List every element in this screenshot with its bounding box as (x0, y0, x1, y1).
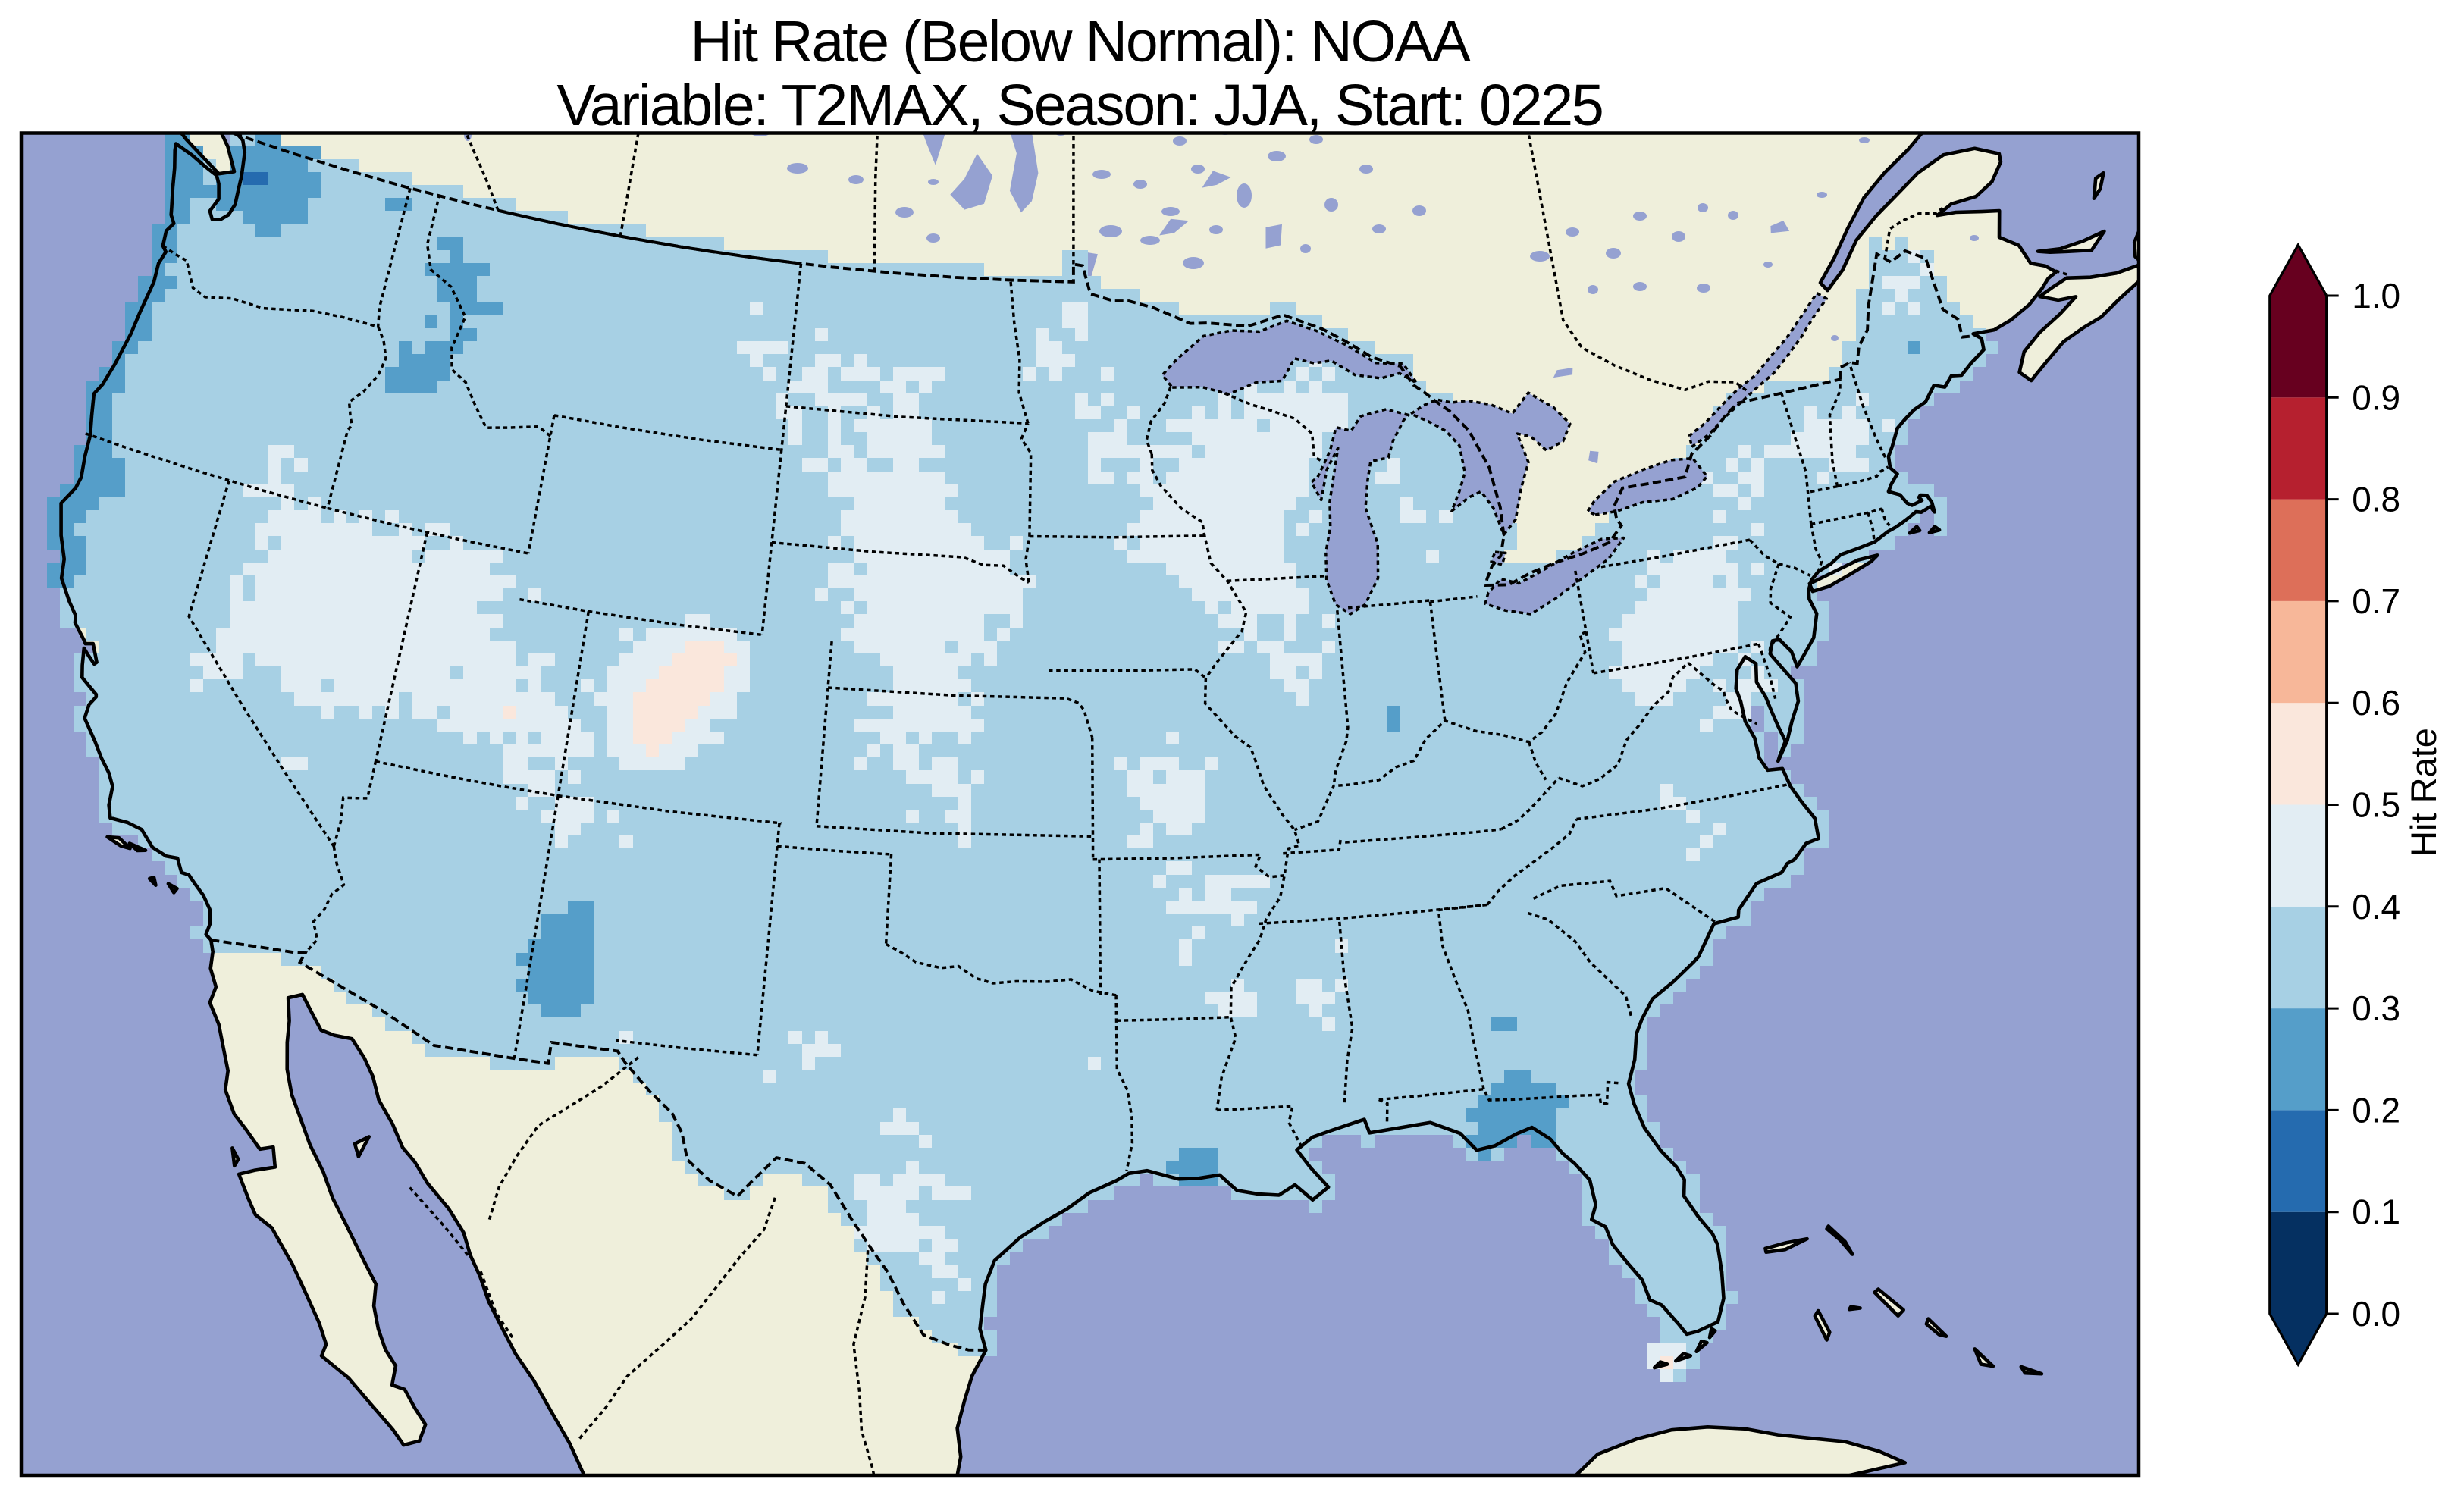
svg-text:0.3: 0.3 (2352, 989, 2400, 1028)
svg-text:0.9: 0.9 (2352, 378, 2400, 417)
svg-text:0.7: 0.7 (2352, 581, 2400, 621)
svg-text:0.4: 0.4 (2352, 887, 2400, 926)
svg-text:1.0: 1.0 (2352, 276, 2400, 315)
svg-text:0.8: 0.8 (2352, 480, 2400, 519)
svg-text:0.1: 0.1 (2352, 1192, 2400, 1232)
svg-text:Hit Rate (Below Normal): NOAA: Hit Rate (Below Normal): NOAA (690, 9, 1471, 74)
svg-text:Hit Rate: Hit Rate (2403, 728, 2444, 857)
svg-text:0.0: 0.0 (2352, 1294, 2400, 1333)
svg-text:0.6: 0.6 (2352, 683, 2400, 722)
svg-text:Variable: T2MAX, Season: JJA,: Variable: T2MAX, Season: JJA, Start: 022… (556, 73, 1602, 138)
svg-text:0.2: 0.2 (2352, 1090, 2400, 1130)
svg-text:0.5: 0.5 (2352, 785, 2400, 825)
